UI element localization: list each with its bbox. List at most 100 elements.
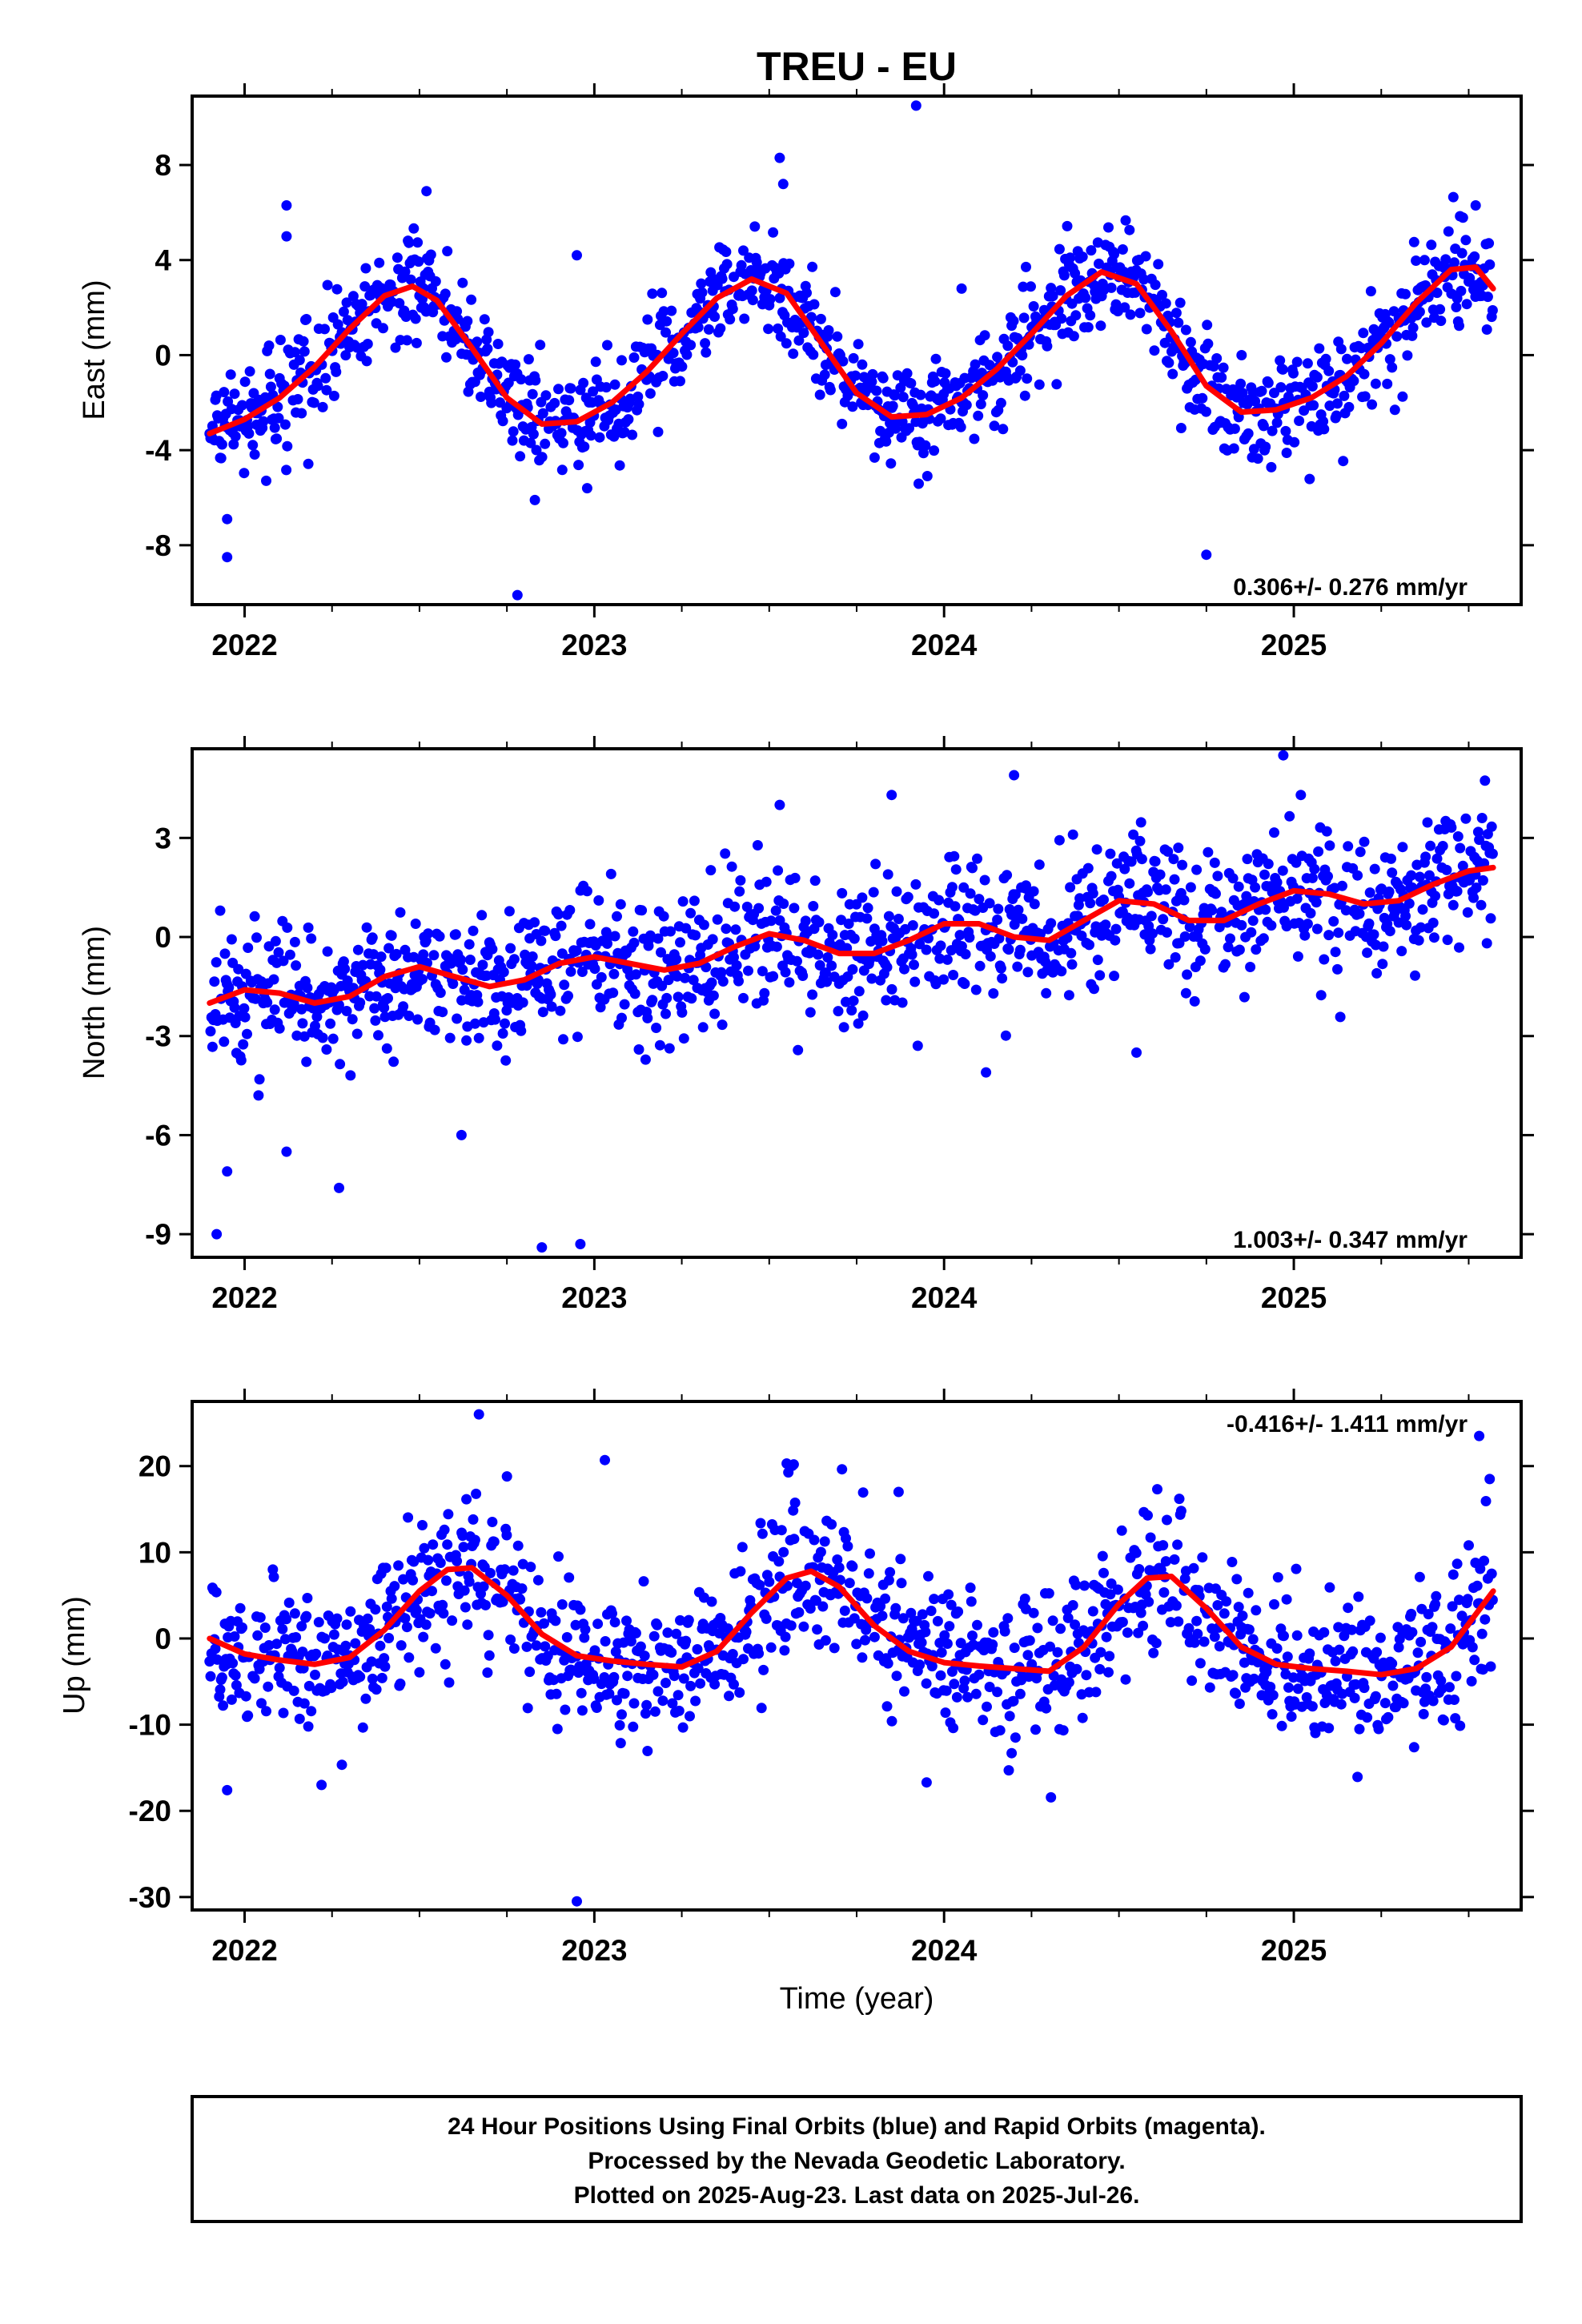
data-point — [1335, 1011, 1346, 1023]
data-point — [244, 366, 255, 377]
data-point — [923, 1570, 934, 1582]
data-point — [1400, 288, 1411, 300]
data-point — [1062, 1612, 1074, 1623]
data-point — [761, 1613, 772, 1624]
data-point — [978, 1715, 989, 1726]
data-point — [725, 314, 736, 325]
data-point — [1377, 959, 1388, 970]
data-point — [841, 996, 851, 1007]
data-point — [1370, 378, 1381, 389]
data-point — [944, 1621, 955, 1632]
data-point — [880, 1593, 891, 1604]
data-point — [1087, 1606, 1098, 1617]
data-point — [1239, 991, 1250, 1003]
data-point — [303, 1721, 314, 1732]
data-point — [412, 1014, 424, 1025]
data-point — [585, 430, 596, 441]
data-point — [1150, 279, 1161, 291]
data-point — [661, 1678, 671, 1688]
data-point — [327, 1033, 339, 1044]
data-point — [1100, 919, 1111, 931]
data-point — [1008, 1695, 1019, 1707]
data-point — [1183, 1622, 1195, 1634]
data-point — [242, 1028, 252, 1039]
data-point — [798, 328, 809, 339]
data-point — [1234, 1699, 1245, 1709]
data-point — [1154, 869, 1166, 880]
data-point — [235, 1602, 246, 1614]
data-point — [736, 259, 747, 271]
data-point — [829, 287, 841, 298]
data-point — [593, 895, 604, 906]
data-points — [205, 750, 1498, 1253]
data-point — [258, 416, 269, 427]
data-point — [594, 432, 605, 443]
data-point — [604, 1688, 615, 1699]
data-point — [512, 1540, 524, 1551]
data-point — [940, 1707, 951, 1719]
data-point — [1276, 1720, 1287, 1731]
data-point-outlier — [1295, 790, 1307, 801]
data-point — [1415, 1636, 1427, 1647]
data-point — [1484, 238, 1495, 249]
data-point — [536, 452, 548, 463]
data-point — [1134, 308, 1146, 319]
data-point — [500, 1564, 510, 1575]
data-point — [808, 901, 819, 911]
data-point — [1106, 870, 1117, 882]
data-point — [579, 441, 590, 452]
data-point — [992, 352, 1003, 363]
data-point — [235, 1055, 247, 1066]
data-point — [558, 437, 568, 448]
data-point — [1284, 810, 1295, 822]
data-point — [1451, 1671, 1462, 1682]
data-point — [596, 971, 607, 983]
data-point — [1291, 1630, 1303, 1641]
data-point — [1054, 243, 1065, 255]
data-point — [1084, 939, 1094, 951]
data-point — [899, 1686, 909, 1697]
data-point — [789, 872, 801, 883]
data-point — [955, 1638, 966, 1649]
data-point — [942, 954, 953, 965]
data-point — [721, 259, 733, 270]
data-point-outlier — [1009, 770, 1020, 781]
data-point — [1188, 1562, 1199, 1574]
data-point — [1152, 1484, 1162, 1495]
data-point — [1070, 267, 1081, 279]
data-point — [589, 963, 600, 975]
data-point — [319, 1633, 330, 1644]
data-point — [271, 433, 283, 444]
data-point — [909, 976, 921, 987]
data-point — [1371, 1647, 1383, 1658]
data-point — [1128, 829, 1139, 840]
data-point — [984, 1682, 995, 1692]
data-point — [897, 1613, 909, 1624]
data-point — [953, 1606, 964, 1617]
data-point — [1487, 305, 1498, 316]
data-point — [490, 1014, 500, 1025]
data-point — [1162, 1514, 1172, 1526]
data-point — [1452, 1558, 1463, 1570]
data-point — [951, 1691, 962, 1703]
data-point — [640, 1054, 651, 1065]
data-point — [1471, 883, 1482, 893]
data-point — [848, 995, 859, 1007]
data-point — [813, 917, 825, 927]
data-point — [1323, 930, 1335, 941]
data-point — [1310, 1727, 1321, 1739]
data-point — [673, 1705, 685, 1716]
data-point — [321, 384, 332, 396]
data-point — [1079, 1580, 1090, 1591]
data-point — [1430, 891, 1441, 902]
data-point — [962, 1691, 973, 1703]
data-point — [1328, 916, 1339, 927]
data-point — [340, 1640, 351, 1651]
data-point — [1487, 848, 1498, 859]
data-point — [955, 421, 966, 432]
data-point — [401, 335, 412, 346]
data-point — [1415, 922, 1427, 933]
data-point — [1098, 895, 1109, 905]
data-point — [264, 368, 275, 380]
data-point — [275, 335, 286, 345]
